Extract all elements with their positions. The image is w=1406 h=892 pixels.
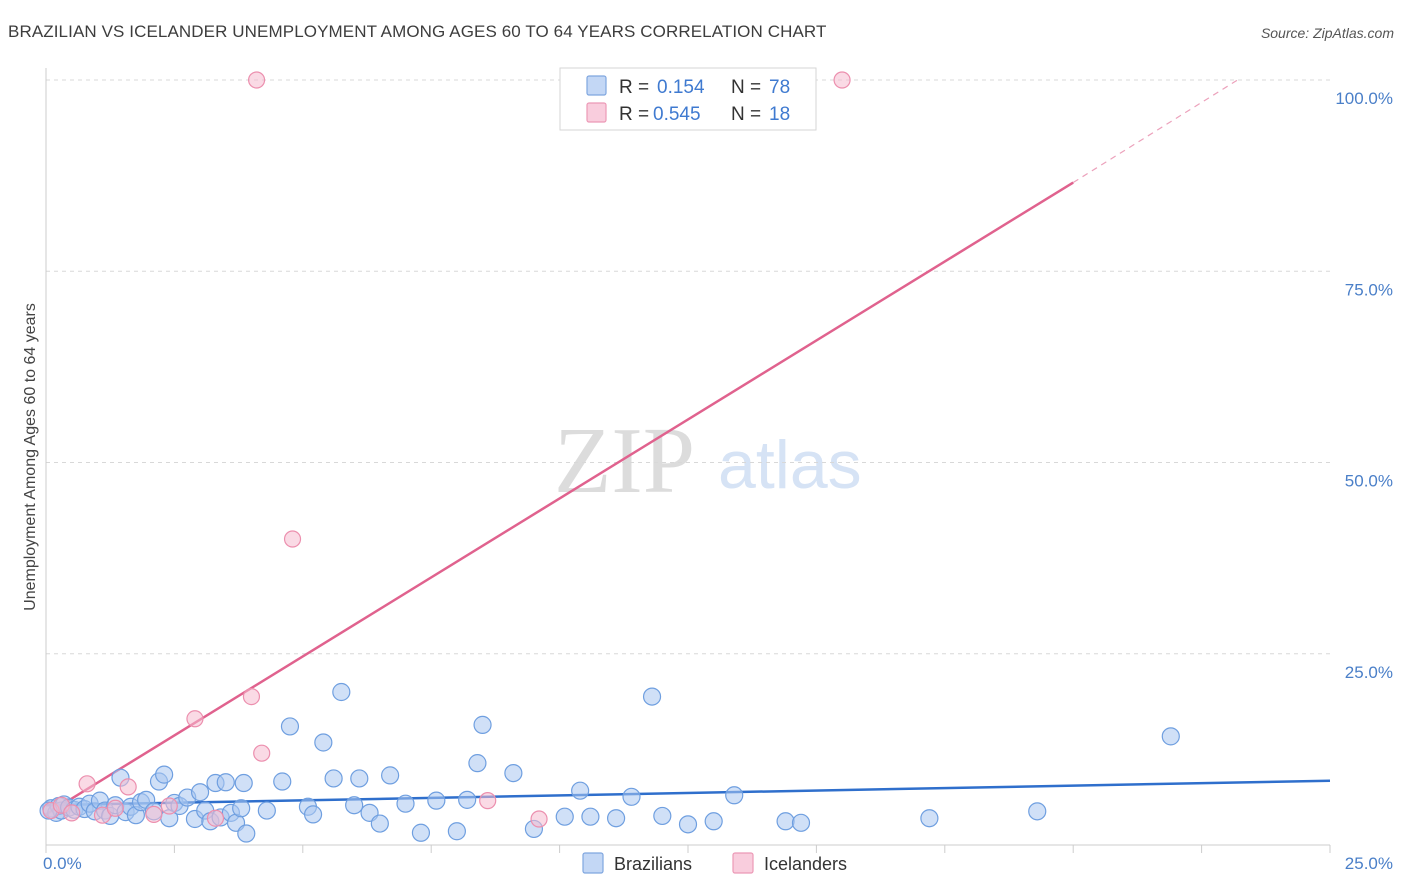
brazilians-point-48 — [345, 796, 364, 815]
brazilians-point-41 — [273, 772, 292, 791]
brazilians-point-74 — [920, 809, 939, 828]
brazilians-point-64 — [581, 807, 600, 826]
brazilians-point-45 — [314, 733, 333, 752]
brazilians-point-58 — [468, 754, 487, 773]
brazilians-point-34 — [216, 773, 235, 792]
legend-swatch-icelanders — [586, 102, 607, 123]
x-tick-label-0: 0.0% — [43, 854, 82, 873]
legend-swatch-brazilians — [586, 75, 607, 96]
brazilians-point-38 — [234, 773, 253, 793]
brazilians-point-52 — [381, 766, 400, 785]
series-legend-swatch-brazilians — [582, 852, 604, 874]
chart-title: BRAZILIAN VS ICELANDER UNEMPLOYMENT AMON… — [8, 22, 827, 41]
icelanders-point-16 — [247, 71, 266, 89]
brazilians-point-51 — [370, 814, 389, 833]
axes — [45, 68, 1331, 853]
x-tick-label-1: 25.0% — [1345, 854, 1393, 873]
brazilians-point-68 — [653, 806, 672, 826]
brazilians-point-66 — [622, 787, 641, 806]
icelanders-point-8 — [160, 797, 178, 815]
brazilians-point-54 — [411, 823, 431, 842]
icelanders-point-7 — [145, 805, 163, 824]
brazilians-point-23 — [155, 765, 174, 784]
gridlines — [46, 79, 1330, 655]
legend-r-label-icelanders: R = — [619, 104, 649, 125]
brazilians-point-53 — [396, 794, 415, 813]
legend-r-value-icelanders: 0.545 — [653, 104, 701, 125]
legend-n-value-brazilians: 78 — [769, 77, 790, 98]
brazilians-point-67 — [642, 687, 662, 706]
source-label: Source: ZipAtlas.com — [1260, 25, 1394, 41]
legend-n-label-icelanders: N = — [731, 104, 761, 125]
brazilians-point-44 — [303, 805, 323, 824]
icelanders-point-14 — [479, 792, 497, 810]
icelanders-point-10 — [206, 809, 225, 827]
series-legend: Brazilians Icelanders — [582, 852, 847, 874]
legend-r-value-brazilians: 0.154 — [657, 77, 705, 98]
series-legend-swatch-icelanders — [732, 852, 754, 874]
icelanders-point-13 — [283, 530, 302, 548]
icelanders-point-3 — [78, 775, 96, 793]
brazilians-point-60 — [504, 763, 523, 783]
icelanders-point-12 — [253, 744, 271, 762]
brazilians-point-62 — [555, 807, 574, 826]
brazilians-point-37 — [232, 799, 251, 818]
data-points — [39, 71, 1180, 843]
y-tick-label-2: 75.0% — [1345, 280, 1393, 299]
brazilians-point-59 — [473, 715, 492, 734]
icelanders-point-17 — [833, 71, 851, 89]
brazilians-point-63 — [571, 781, 590, 800]
stats-legend: R = 0.154 N = 78 R = 0.545 N = 18 — [559, 67, 817, 131]
brazilians-point-72 — [776, 812, 795, 831]
icelanders-point-5 — [106, 799, 124, 817]
icelanders-point-2 — [63, 804, 81, 822]
icelanders-point-15 — [530, 810, 548, 828]
brazilians-point-39 — [237, 824, 256, 843]
brazilians-point-55 — [427, 791, 446, 810]
brazilians-point-75 — [1028, 802, 1047, 821]
y-tick-label-0: 25.0% — [1345, 663, 1393, 682]
y-tick-label-1: 50.0% — [1345, 472, 1393, 491]
brazilians-point-29 — [190, 783, 210, 802]
brazilians-point-70 — [704, 812, 723, 831]
brazilians-point-57 — [458, 790, 477, 809]
tick-labels: 25.0% 50.0% 75.0% 100.0% 0.0% 25.0% — [43, 89, 1393, 873]
brazilians-trend-line — [45, 779, 1331, 807]
series-legend-label-icelanders: Icelanders — [764, 854, 847, 874]
trend-lines — [45, 79, 1331, 816]
icelanders-point-9 — [186, 710, 204, 728]
series-legend-label-brazilians: Brazilians — [614, 854, 692, 874]
brazilians-point-47 — [332, 682, 351, 702]
brazilians-point-42 — [280, 717, 300, 736]
y-tick-label-3: 100.0% — [1335, 89, 1393, 108]
icelanders-trend-extension — [1072, 79, 1238, 184]
brazilians-point-49 — [350, 769, 369, 788]
brazilians-point-69 — [678, 815, 698, 834]
watermark-atlas: atlas — [718, 427, 862, 503]
icelanders-point-6 — [119, 778, 137, 796]
brazilians-point-40 — [257, 801, 276, 820]
legend-n-value-icelanders: 18 — [769, 104, 790, 125]
brazilians-point-46 — [324, 769, 343, 788]
legend-r-label-brazilians: R = — [619, 77, 649, 98]
brazilians-point-76 — [1161, 727, 1180, 746]
brazilians-point-56 — [447, 822, 466, 841]
watermark-zip: ZIP — [554, 409, 695, 513]
y-axis-label: Unemployment Among Ages 60 to 64 years — [22, 303, 39, 611]
icelanders-point-11 — [242, 687, 261, 706]
brazilians-point-65 — [606, 809, 626, 828]
brazilians-point-73 — [791, 813, 811, 832]
legend-n-label-brazilians: N = — [731, 77, 761, 98]
icelanders-trend-line — [45, 181, 1074, 816]
brazilians-point-71 — [725, 786, 744, 805]
